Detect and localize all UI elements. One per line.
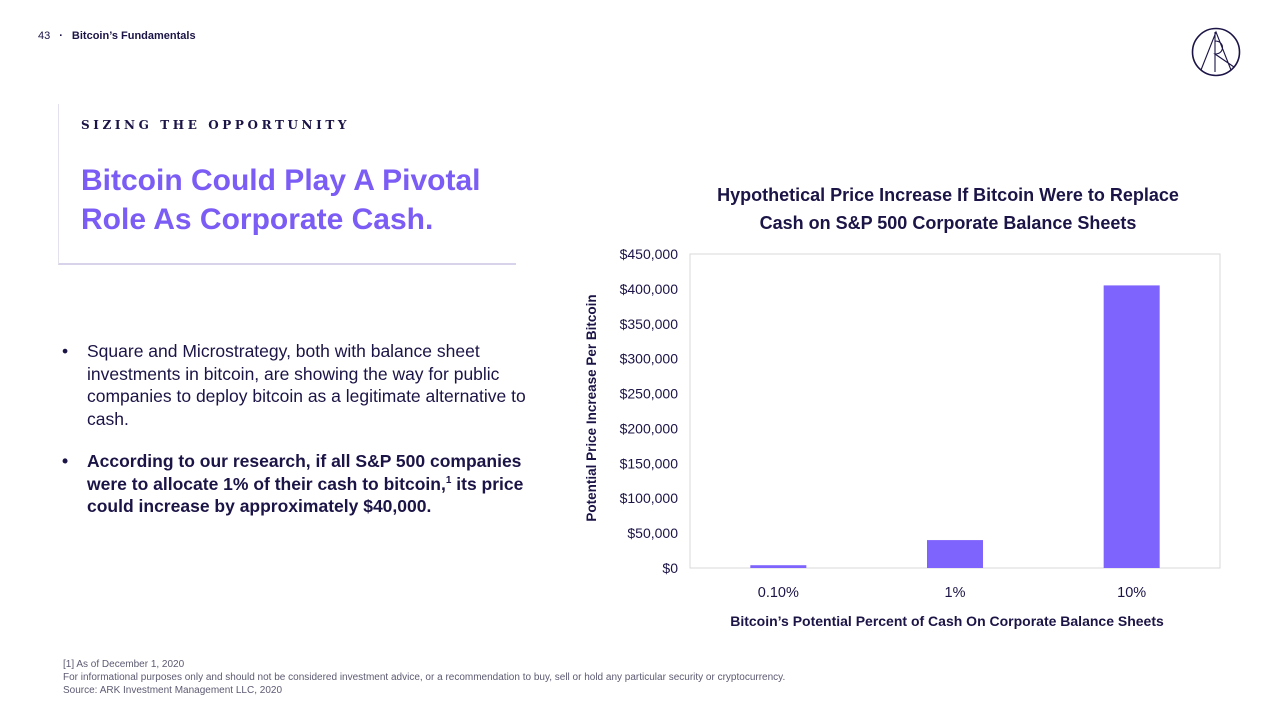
y-tick-label: $450,000 [620,246,679,262]
bullet-text-tail: its price could increase by approximatel… [87,473,524,517]
bullet-item-emphasis: According to our research, if all S&P 50… [62,450,532,518]
bullet-text: Square and Microstrategy, both with bala… [87,341,526,429]
footnotes: [1] As of December 1, 2020 For informati… [63,658,785,697]
ark-logo-icon [1191,27,1241,77]
source-text: Source: ARK Investment Management LLC, 2… [63,685,283,696]
eyebrow-label: SIZING THE OPPORTUNITY [81,118,351,132]
chart-title-line: Cash on S&P 500 Corporate Balance Sheets [759,213,1137,233]
y-tick-label: $250,000 [620,386,679,402]
page-header: 43 · Bitcoin’s Fundamentals [38,30,196,42]
bullet-list: Square and Microstrategy, both with bala… [62,340,532,518]
y-axis-ticks: $0 $50,000 $100,000 $150,000 $200,000 $250,00… [620,246,679,576]
bar [927,540,983,568]
bar [1103,285,1160,568]
x-axis-ticks: 0.10% 1% 10% [758,585,1147,601]
bar-chart: $0 $50,000 $100,000 $150,000 $200,000 $250,00… [584,246,1221,629]
chart-title: Hypothetical Price Increase If Bitcoin W… [690,181,1206,237]
section-name: Bitcoin’s Fundamentals [71,30,196,42]
chart-title-line: Hypothetical Price Increase If Bitcoin W… [717,185,1179,205]
x-tick-label: 10% [1117,585,1146,601]
y-tick-label: $100,000 [620,490,679,506]
bullet-text-lead: According to our research, if all S&P 50… [87,451,522,494]
y-tick-label: $0 [662,560,678,576]
y-tick-label: $200,000 [620,420,679,436]
page-number: 43 [38,30,51,42]
x-tick-label: 1% [945,585,966,601]
y-tick-label: $350,000 [620,316,679,332]
x-tick-label: 0.10% [758,585,799,601]
bar [750,565,807,568]
y-axis-label: Potential Price Increase Per Bitcoin [584,294,599,521]
footnote-ref: 1 [445,474,452,486]
y-tick-label: $150,000 [620,455,679,471]
title-block: SIZING THE OPPORTUNITY Bitcoin Could Pla… [58,104,516,265]
bullet-item: Square and Microstrategy, both with bala… [62,340,532,430]
x-axis-label: Bitcoin’s Potential Percent of Cash On C… [730,613,1164,629]
page-title: Bitcoin Could Play A Pivotal Role As Cor… [81,164,481,236]
bars [750,285,1160,568]
footnote-ref-text: [1] As of December 1, 2020 [63,659,185,670]
y-tick-label: $400,000 [620,281,679,297]
disclaimer-text: For informational purposes only and shou… [63,672,786,683]
y-tick-label: $50,000 [627,525,678,541]
y-tick-label: $300,000 [620,351,679,367]
header-separator: · [59,30,63,42]
